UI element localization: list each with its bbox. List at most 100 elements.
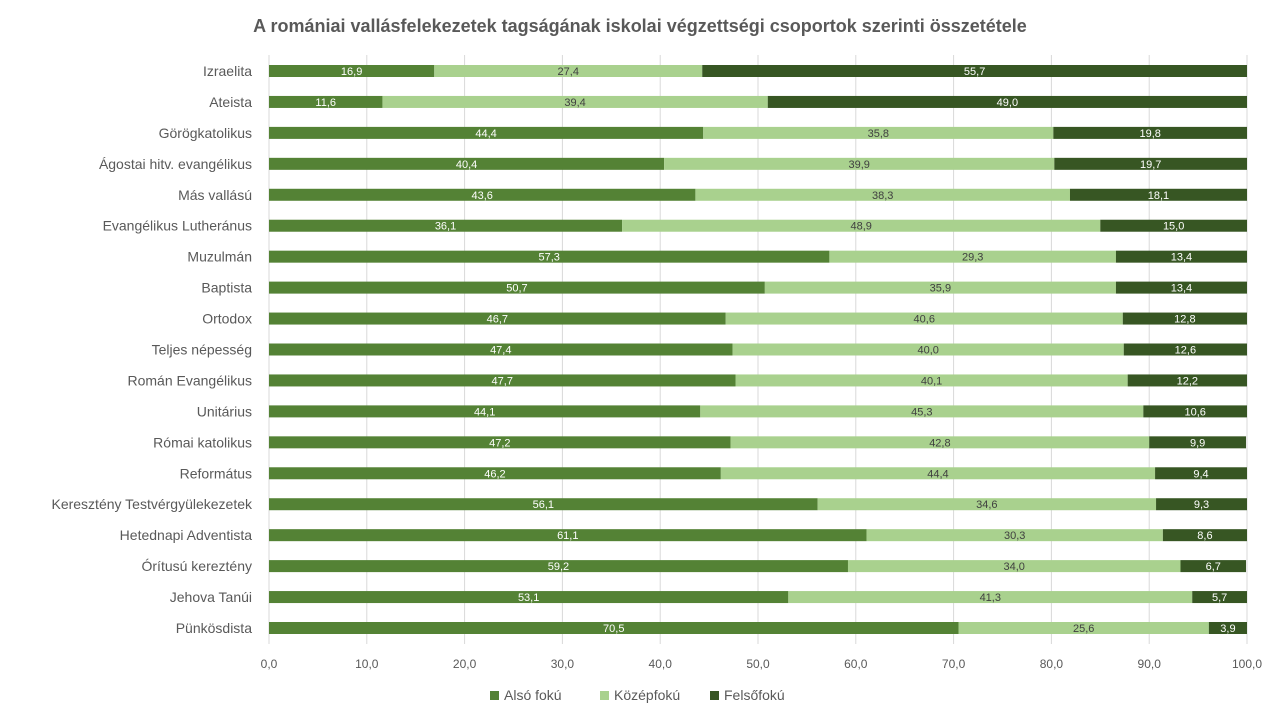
bar-segment-középfokú: [730, 436, 1150, 449]
data-label: 10,6: [1184, 406, 1205, 418]
data-label: 13,4: [1171, 283, 1192, 295]
data-label: 40,4: [456, 159, 477, 171]
bar-segment-alsó-fokú: [269, 188, 696, 201]
bar-segment-alsó-fokú: [269, 250, 830, 263]
bar-segment-alsó-fokú: [269, 157, 665, 170]
bar-segment-alsó-fokú: [269, 95, 383, 108]
legend-swatch: [600, 691, 609, 700]
data-label: 18,1: [1148, 190, 1169, 202]
bar-segment-középfokú: [958, 622, 1209, 634]
legend-label: Felsőfokú: [724, 687, 785, 703]
data-label: 19,7: [1140, 159, 1161, 171]
bar-segment-középfokú: [695, 188, 1070, 201]
bar-segment-felsőfokú: [1143, 405, 1247, 418]
bar-segment-felsőfokú: [1115, 250, 1247, 263]
data-label: 30,3: [1004, 530, 1025, 542]
bar-segment-felsőfokú: [1053, 126, 1247, 139]
data-label: 15,0: [1163, 221, 1184, 233]
legend-label: Alsó fokú: [504, 687, 562, 703]
data-label: 70,5: [603, 623, 624, 635]
data-label: 12,6: [1175, 345, 1196, 357]
legend-label: Középfokú: [614, 687, 680, 703]
data-label: 13,4: [1171, 252, 1192, 264]
bar-segment-középfokú: [622, 219, 1101, 232]
bar-segment-felsőfokú: [1155, 467, 1247, 480]
bar-segment-középfokú: [732, 343, 1124, 356]
data-label: 46,2: [484, 468, 505, 480]
x-tick-label: 80,0: [1040, 657, 1064, 671]
bar-segment-alsó-fokú: [269, 405, 701, 418]
bar-segment-középfokú: [700, 405, 1144, 418]
data-label: 59,2: [548, 561, 569, 573]
category-label: Más vallású: [178, 187, 252, 203]
category-label: Görögkatolikus: [159, 125, 252, 141]
category-label: Muzulmán: [187, 249, 252, 265]
bar-segment-felsőfokú: [1127, 374, 1247, 387]
data-label: 27,4: [558, 66, 579, 78]
data-label: 56,1: [533, 499, 554, 511]
bar-segment-alsó-fokú: [269, 498, 818, 511]
x-tick-label: 100,0: [1232, 657, 1262, 671]
bar-segment-felsőfokú: [1123, 343, 1247, 356]
category-label: Evangélikus Lutheránus: [103, 218, 252, 234]
data-label: 34,6: [976, 499, 997, 511]
bar-segment-középfokú: [735, 374, 1128, 387]
data-label: 34,0: [1004, 561, 1025, 573]
data-label: 36,1: [435, 221, 456, 233]
bar-segment-középfokú: [866, 529, 1163, 542]
bar-segment-középfokú: [764, 281, 1116, 294]
bar-segment-alsó-fokú: [269, 65, 435, 77]
bar-segment-felsőfokú: [1162, 529, 1247, 542]
category-label: Izraelita: [203, 63, 252, 79]
data-label: 9,3: [1194, 499, 1209, 511]
data-label: 48,9: [850, 221, 871, 233]
data-label: 47,7: [492, 375, 513, 387]
data-label: 39,9: [849, 159, 870, 171]
data-label: 38,3: [872, 190, 893, 202]
legend-swatch: [490, 691, 499, 700]
bar-segment-felsőfokú: [1156, 498, 1247, 511]
data-label: 45,3: [911, 406, 932, 418]
bar-segment-középfokú: [817, 498, 1157, 511]
data-label: 8,6: [1197, 530, 1212, 542]
bar-segment-alsó-fokú: [269, 374, 736, 387]
category-label: Ateista: [209, 94, 252, 110]
data-label: 50,7: [506, 283, 527, 295]
category-label: Ágostai hitv. evangélikus: [99, 156, 252, 172]
bar-segment-középfokú: [847, 560, 1181, 573]
category-label: Román Evangélikus: [127, 372, 252, 388]
x-tick-label: 40,0: [649, 657, 673, 671]
data-label: 44,4: [475, 128, 496, 140]
x-tick-label: 60,0: [844, 657, 868, 671]
x-tick-label: 90,0: [1138, 657, 1162, 671]
data-label: 5,7: [1212, 592, 1227, 604]
data-label: 46,7: [487, 314, 508, 326]
data-label: 9,4: [1193, 468, 1208, 480]
bar-segment-középfokú: [382, 95, 768, 108]
x-tick-label: 30,0: [551, 657, 575, 671]
data-label: 12,8: [1174, 314, 1195, 326]
data-label: 9,9: [1190, 437, 1205, 449]
data-label: 44,4: [927, 468, 948, 480]
category-label: Római katolikus: [153, 434, 252, 450]
category-label: Ortodox: [202, 311, 252, 327]
data-label: 16,9: [341, 66, 362, 78]
data-label: 43,6: [471, 190, 492, 202]
data-label: 57,3: [538, 252, 559, 264]
bar-segment-felsőfokú: [1192, 591, 1247, 604]
bar-segment-alsó-fokú: [269, 591, 789, 604]
data-label: 49,0: [997, 97, 1018, 109]
bar-segment-középfokú: [725, 312, 1123, 325]
data-label: 47,2: [489, 437, 510, 449]
x-tick-label: 10,0: [355, 657, 379, 671]
data-label: 19,8: [1139, 128, 1160, 140]
bar-segment-alsó-fokú: [269, 529, 867, 542]
data-label: 53,1: [518, 592, 539, 604]
bar-segment-alsó-fokú: [269, 312, 726, 325]
bar-segment-felsőfokú: [1069, 188, 1247, 201]
data-label: 12,2: [1177, 375, 1198, 387]
data-label: 40,1: [921, 375, 942, 387]
category-label: Pünkösdista: [176, 620, 252, 636]
x-tick-label: 0,0: [261, 657, 278, 671]
